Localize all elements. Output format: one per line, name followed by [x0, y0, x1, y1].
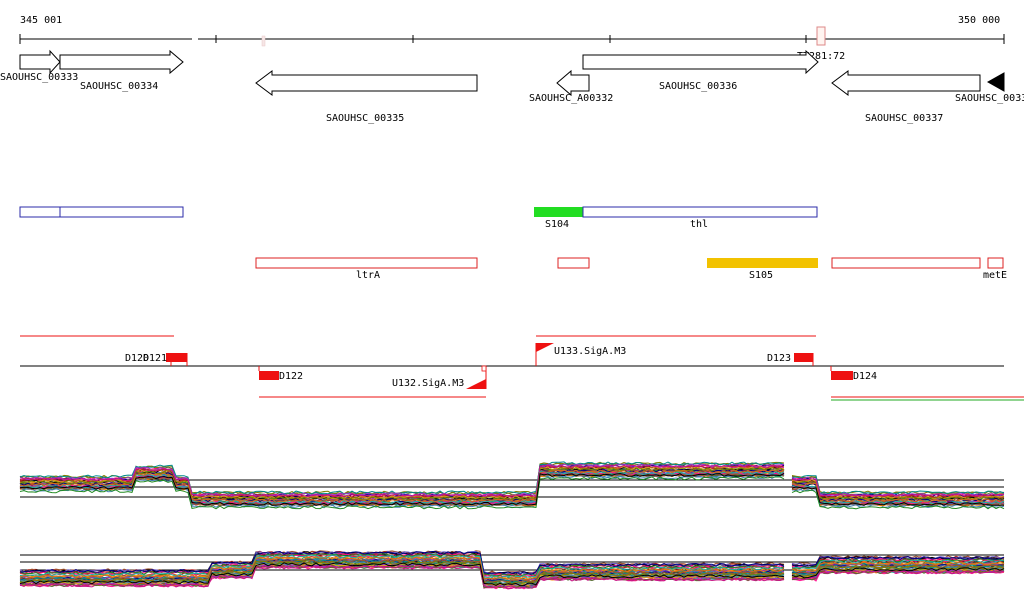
gene-SAOUHSC-A00332[interactable]: SAOUHSC_A00332 — [529, 69, 613, 104]
coordinate-ruler: 345 001 350 000 TT281:72 — [19, 15, 1005, 62]
transcript-box[interactable] — [557, 257, 590, 269]
gene-SAOUHSC-00333[interactable]: SAOUHSC_00333 — [0, 49, 78, 83]
transcript-label: S104 — [545, 219, 569, 230]
expression-profile-line — [19, 469, 1005, 503]
transcript-box[interactable] — [19, 206, 61, 218]
transcript-box[interactable] — [59, 206, 184, 218]
feature-D121[interactable]: D121 — [143, 353, 188, 366]
expression-profile-line — [19, 461, 1005, 495]
feature-D122[interactable]: D122 — [258, 366, 303, 382]
expression-profile-line — [19, 476, 1005, 510]
feature-label: D124 — [853, 371, 877, 382]
transcript-box[interactable] — [831, 257, 981, 269]
feature-label: D121 — [143, 353, 167, 364]
gene-label: SAOUHSC_0033 — [955, 93, 1024, 104]
transcript-track-2: ltrA S105 metE — [255, 257, 1007, 281]
expression-profile-line — [19, 556, 1005, 581]
transcript-ltrA[interactable]: ltrA — [255, 257, 478, 281]
transcript-metE[interactable]: metE — [983, 257, 1007, 281]
gene-label: SAOUHSC_00337 — [865, 113, 943, 124]
transcript-label: S105 — [749, 270, 773, 281]
gene-SAOUHSC-00337[interactable]: SAOUHSC_00337 — [831, 70, 981, 124]
expression-profile-line — [19, 472, 1004, 506]
transcript-label: ltrA — [356, 270, 380, 281]
feature-label: D122 — [279, 371, 303, 382]
expression-profile-line — [19, 461, 1005, 495]
terminator-site-marker[interactable] — [816, 26, 826, 46]
feature-D124[interactable]: D124 — [830, 366, 877, 382]
ruler-start-label: 345 001 — [20, 15, 62, 26]
gene-label: SAOUHSC_00334 — [80, 81, 158, 92]
expression-profile-line — [19, 559, 1005, 583]
gene-SAOUHSC-00334[interactable]: SAOUHSC_00334 — [59, 49, 184, 92]
expression-profile-track-2 — [19, 550, 1005, 590]
transcript-S105[interactable]: S105 — [707, 258, 818, 281]
gene-label: SAOUHSC_00333 — [0, 72, 78, 83]
feature-D123[interactable]: D123 — [767, 353, 814, 366]
transcript-label: thl — [690, 219, 708, 230]
feature-label-D120: D120 — [125, 353, 149, 364]
expression-profile-line — [19, 464, 1005, 498]
gene-label: SAOUHSC_00335 — [326, 113, 404, 124]
regulatory-track: D120 D121 U133.SigA.M3 D123 D122 U1 — [20, 335, 1024, 401]
gene-label: SAOUHSC_A00332 — [529, 93, 613, 104]
ruler-marker — [261, 35, 266, 47]
expression-profile-line — [19, 562, 1005, 587]
gene-label: SAOUHSC_00336 — [659, 81, 737, 92]
feature-label: D123 — [767, 353, 791, 364]
ruler-gap — [192, 34, 198, 44]
expression-profile-line — [19, 565, 1005, 589]
expression-profile-line — [19, 467, 1005, 501]
transcript-label: metE — [983, 270, 1007, 281]
transcript-track-1: S104 thl — [19, 206, 818, 230]
ruler-end-label: 350 000 — [958, 15, 1000, 26]
feature-label: U132.SigA.M3 — [392, 378, 464, 389]
feature-label: U133.SigA.M3 — [554, 346, 626, 357]
gene-track: SAOUHSC_00333 SAOUHSC_00334 SAOUHSC_0033… — [0, 49, 1024, 124]
gene-SAOUHSC-0033-partial[interactable]: SAOUHSC_0033 — [955, 72, 1024, 104]
transcript-S104[interactable]: S104 — [534, 207, 583, 230]
expression-profile-track-1 — [19, 461, 1005, 510]
gene-SAOUHSC-00335[interactable]: SAOUHSC_00335 — [255, 70, 478, 124]
terminator-site-label: TT281:72 — [797, 51, 845, 62]
transcript-thl[interactable]: thl — [582, 206, 818, 230]
expression-profile-line — [19, 550, 1005, 575]
feature-U132-SigA-M3[interactable]: U132.SigA.M3 — [392, 365, 487, 389]
gene-SAOUHSC-00336[interactable]: SAOUHSC_00336 — [582, 49, 819, 92]
feature-U133-SigA-M3[interactable]: U133.SigA.M3 — [535, 343, 626, 366]
